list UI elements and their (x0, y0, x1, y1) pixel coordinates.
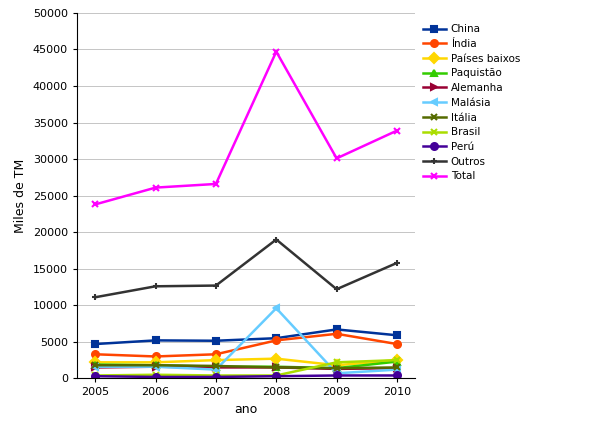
Outros (212, 283, 219, 288)
Paquistão (152, 362, 159, 368)
Índia (212, 352, 219, 357)
Países baixos (333, 362, 340, 368)
Malásia (333, 371, 340, 376)
Legend: China, Índia, Países baixos, Paquistão, Alemanha, Malásia, Itália, Brasil, Perú,: China, Índia, Países baixos, Paquistão, … (419, 20, 524, 185)
Line: Brasil: Brasil (92, 356, 400, 379)
Países baixos (393, 358, 400, 363)
Perú (92, 374, 99, 379)
Total (333, 156, 340, 161)
Perú (152, 375, 159, 380)
Perú (393, 373, 400, 378)
Line: China: China (92, 326, 400, 347)
Paquistão (333, 366, 340, 371)
Brasil (333, 360, 340, 365)
China (333, 327, 340, 332)
Paquistão (212, 364, 219, 369)
Itália (273, 365, 280, 370)
Alemanha (273, 365, 280, 370)
Line: Alemanha: Alemanha (92, 363, 400, 372)
Paquistão (273, 364, 280, 369)
Índia (393, 341, 400, 347)
China (92, 341, 99, 347)
Malásia (152, 364, 159, 369)
Alemanha (212, 365, 219, 370)
Alemanha (92, 365, 99, 370)
Total (92, 202, 99, 207)
Total (212, 181, 219, 187)
Outros (152, 284, 159, 289)
Malásia (273, 306, 280, 311)
Outros (333, 287, 340, 292)
Line: Perú: Perú (92, 372, 400, 381)
Brasil (273, 373, 280, 378)
Line: Países baixos: Países baixos (92, 355, 400, 369)
Outros (273, 237, 280, 242)
China (273, 335, 280, 341)
Itália (212, 363, 219, 369)
Perú (212, 375, 219, 380)
Itália (393, 365, 400, 370)
Países baixos (273, 356, 280, 361)
Brasil (92, 373, 99, 378)
Países baixos (152, 360, 159, 365)
Outros (393, 260, 400, 265)
Brasil (152, 372, 159, 378)
Line: Índia: Índia (92, 330, 400, 360)
Line: Malásia: Malásia (92, 305, 400, 377)
Total (393, 128, 400, 133)
Outros (92, 295, 99, 300)
Paquistão (92, 362, 99, 367)
Line: Itália: Itália (92, 362, 400, 372)
China (152, 338, 159, 343)
Total (152, 185, 159, 190)
Line: Paquistão: Paquistão (92, 358, 400, 372)
Alemanha (393, 366, 400, 371)
Perú (273, 374, 280, 379)
Países baixos (212, 358, 219, 363)
Paquistão (393, 359, 400, 364)
Perú (333, 373, 340, 378)
Total (273, 49, 280, 54)
Itália (92, 362, 99, 368)
Índia (152, 354, 159, 359)
Itália (333, 366, 340, 371)
Alemanha (152, 364, 159, 369)
Malásia (212, 367, 219, 372)
X-axis label: ano: ano (234, 403, 258, 416)
Países baixos (92, 360, 99, 365)
Brasil (212, 373, 219, 378)
China (393, 333, 400, 338)
Alemanha (333, 366, 340, 372)
Malásia (92, 364, 99, 369)
Malásia (393, 367, 400, 372)
Line: Total: Total (92, 48, 400, 208)
Brasil (393, 358, 400, 363)
Índia (273, 338, 280, 343)
Y-axis label: Miles de TM: Miles de TM (14, 159, 27, 233)
Índia (92, 352, 99, 357)
Line: Outros: Outros (92, 236, 400, 301)
Índia (333, 331, 340, 336)
Itália (152, 362, 159, 368)
China (212, 338, 219, 343)
